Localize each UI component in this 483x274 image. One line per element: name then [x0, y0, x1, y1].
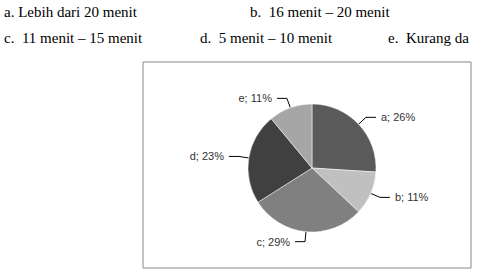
svg-text:d; 23%: d; 23% — [190, 150, 224, 162]
svg-text:b; 11%: b; 11% — [395, 191, 429, 203]
svg-text:a; 26%: a; 26% — [381, 111, 415, 123]
svg-text:c; 29%: c; 29% — [256, 236, 290, 248]
svg-text:e; 11%: e; 11% — [238, 92, 272, 104]
svg-text:e. Kurang da: e. Kurang da — [388, 30, 469, 46]
svg-text:c. 11 menit – 15 menit: c. 11 menit – 15 menit — [4, 30, 143, 46]
svg-text:a. Lebih dari 20 menit: a. Lebih dari 20 menit — [4, 4, 138, 20]
svg-text:d. 5 menit – 10 menit: d. 5 menit – 10 menit — [200, 30, 333, 46]
svg-text:b. 16 menit – 20 menit: b. 16 menit – 20 menit — [250, 4, 390, 20]
